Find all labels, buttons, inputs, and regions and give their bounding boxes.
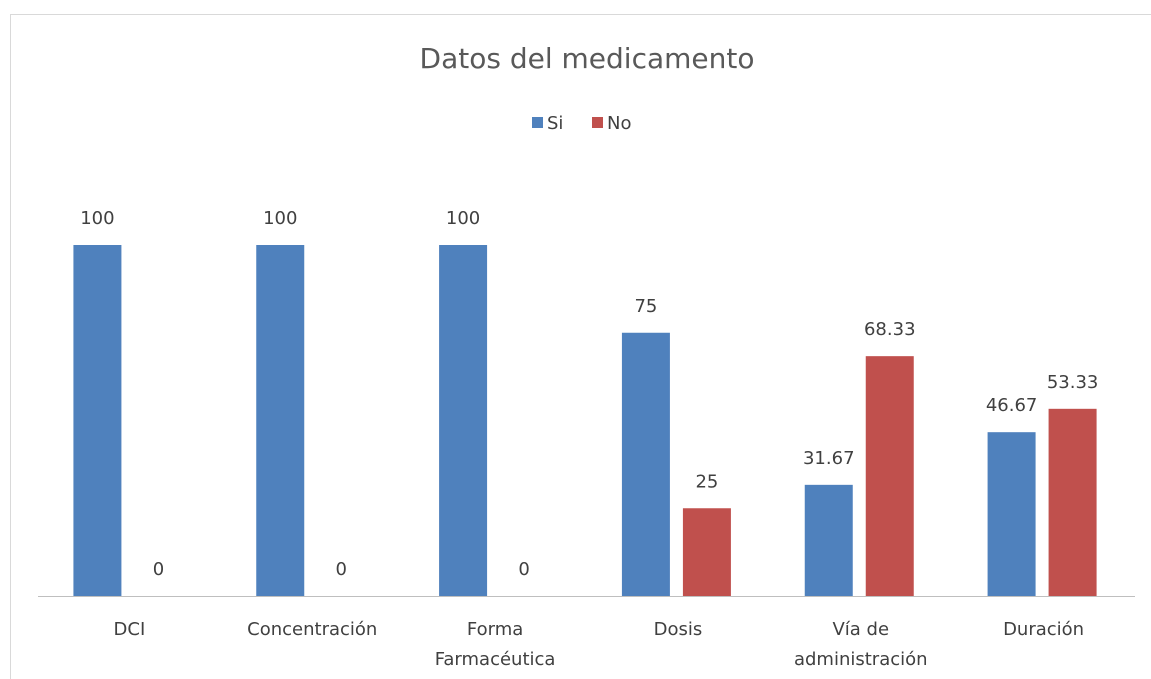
x-tick-label: Vía de administración <box>794 619 928 670</box>
data-label: 75 <box>634 296 657 317</box>
chart-frame <box>10 14 1151 679</box>
x-tick-label: Dosis <box>654 619 703 640</box>
bar <box>804 484 853 596</box>
bar <box>987 432 1036 596</box>
data-label: 0 <box>518 559 529 580</box>
data-label: 46.67 <box>986 395 1038 416</box>
data-label: 31.67 <box>803 448 855 469</box>
legend-swatch <box>592 117 603 128</box>
x-tick-label: Concentración <box>247 619 377 640</box>
bar <box>256 245 305 596</box>
legend-label: No <box>607 113 631 134</box>
bar <box>73 245 122 596</box>
bar <box>1048 408 1097 596</box>
bar <box>865 356 914 596</box>
bar <box>621 332 670 596</box>
data-label: 0 <box>336 559 347 580</box>
x-tick-label: DCI <box>114 619 146 640</box>
x-tick-label: Forma Farmacéutica <box>435 619 556 670</box>
data-label: 100 <box>446 208 480 229</box>
data-label: 100 <box>80 208 114 229</box>
legend-swatch <box>532 117 543 128</box>
data-label: 25 <box>695 471 718 492</box>
legend-label: Si <box>547 113 563 134</box>
data-label: 53.33 <box>1047 372 1099 393</box>
data-label: 0 <box>153 559 164 580</box>
x-tick-label: Duración <box>1003 619 1084 640</box>
data-label: 100 <box>263 208 297 229</box>
data-label: 68.33 <box>864 319 916 340</box>
bar <box>682 508 731 596</box>
bar <box>439 245 488 596</box>
chart-title: Datos del medicamento <box>420 42 755 75</box>
